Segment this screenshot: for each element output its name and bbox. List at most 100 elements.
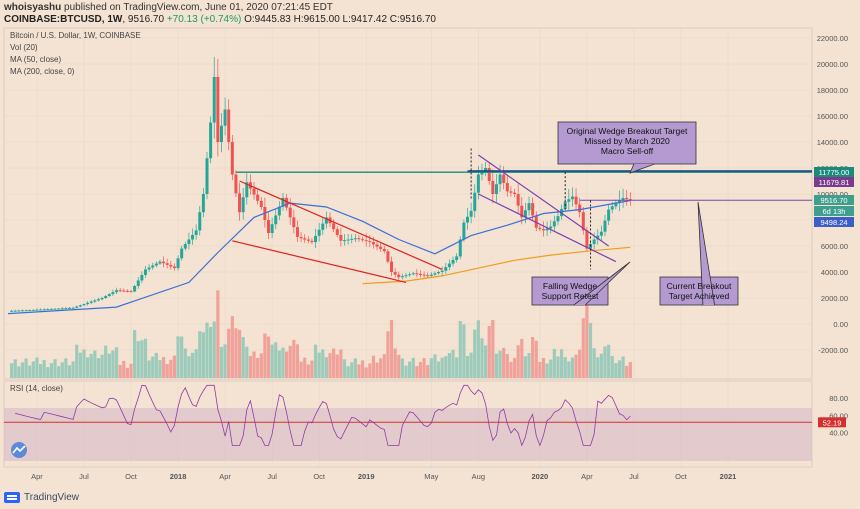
candle-body [86, 302, 90, 305]
candle-body [466, 216, 470, 223]
volume-bar [350, 362, 354, 378]
volume-bar [570, 357, 575, 378]
wedge-upper-red[interactable] [239, 180, 443, 270]
volume-bar [245, 346, 249, 378]
volume-bar [96, 358, 101, 378]
candle-body [411, 273, 415, 275]
volume-bar [270, 344, 274, 378]
price-tick-label: 22000.00 [817, 34, 848, 43]
axes: 22000.00 20000.00 18000.00 16000.00 14000.00… [31, 34, 854, 481]
volume-bar [368, 363, 372, 378]
volume-bar [129, 363, 133, 378]
volume-bar [266, 336, 271, 378]
symbol[interactable]: COINBASE:BTCUSD, 1W [4, 14, 123, 25]
moving-averages [7, 199, 631, 315]
volume-bar [13, 359, 17, 378]
volume-bar [219, 346, 224, 378]
volume-bar [523, 356, 527, 378]
volume-bar [484, 345, 488, 378]
volume-bar [190, 352, 195, 378]
candle-body [578, 204, 582, 213]
volume-bar [418, 362, 423, 378]
volume-bar [476, 320, 480, 378]
volume-bar [31, 361, 35, 378]
volume-bar [212, 321, 216, 378]
author-name[interactable]: whoisyashu [4, 2, 62, 13]
price-change: +70.13 (+0.74%) [166, 14, 242, 25]
volume-bar [444, 356, 448, 378]
volume-bar [552, 348, 556, 378]
volume-bar [198, 331, 202, 378]
candle-body [469, 210, 473, 217]
wedge-lower-red[interactable] [232, 240, 407, 283]
volume-bar [621, 356, 625, 378]
volume-bar [263, 333, 267, 378]
candle-body [154, 263, 158, 266]
price-tick-label: 20000.00 [817, 60, 848, 69]
callout-support-text: Falling Wedge [543, 281, 597, 291]
volume-bar [57, 366, 61, 378]
candle-body [426, 275, 430, 277]
candle-body [17, 310, 21, 312]
candle-body [534, 215, 538, 228]
candle-body [509, 191, 513, 193]
price-label: 11679.81 [819, 178, 850, 187]
wedge-upper-purple[interactable] [478, 154, 609, 247]
volume-bar [230, 316, 234, 378]
candle-body [404, 275, 408, 277]
volume-bar [67, 365, 72, 378]
volume-bar [176, 336, 180, 378]
time-tick-label: Apr [219, 472, 231, 481]
volume-bar [277, 350, 281, 378]
candle-body [339, 234, 343, 241]
volume-bar [161, 357, 166, 378]
volume-bar [104, 345, 108, 378]
time-tick-label: Oct [125, 472, 138, 481]
volume-bar [227, 328, 231, 378]
candle-body [10, 310, 14, 312]
volume-bar [194, 349, 198, 378]
candle-body [111, 292, 115, 295]
candle-body [165, 263, 169, 265]
price-label-badge [814, 217, 854, 227]
candle-body [480, 171, 484, 175]
volume-bar [180, 336, 184, 378]
indicator-ma200[interactable]: MA (200, close, 0) [10, 67, 75, 76]
volume-bar [53, 359, 57, 378]
callout-target[interactable] [557, 121, 697, 165]
indicator-vol[interactable]: Vol (20) [10, 43, 38, 52]
candle-body [487, 168, 491, 181]
volume-bar [465, 356, 470, 378]
candle-body [527, 203, 531, 211]
callout-target-pointer [629, 163, 655, 174]
candle-body [306, 239, 310, 241]
rsi-title[interactable]: RSI (14, close) [10, 384, 63, 393]
ma200-line [362, 246, 631, 285]
volume-bar [332, 348, 336, 378]
candle-body [549, 226, 553, 229]
rsi-tick-label: 80.00 [829, 394, 848, 403]
volume-bar [563, 357, 567, 378]
price-tick-label: 0.00 [833, 320, 848, 329]
volume-bar [17, 366, 21, 378]
candle-body [379, 246, 383, 249]
volume-bar [599, 353, 603, 378]
candle-body [628, 199, 632, 201]
volume-bar [10, 363, 14, 378]
volume-bar [172, 355, 177, 378]
volume-bar [241, 337, 245, 378]
volume-bar [165, 363, 169, 378]
time-tick-label: May [424, 472, 438, 481]
candle-body [447, 263, 451, 268]
candle-body [498, 174, 502, 185]
candle-body [332, 223, 336, 230]
volume-bar [248, 355, 253, 378]
callout-breakout[interactable] [659, 276, 739, 306]
candle-body [473, 192, 477, 211]
ohlc-values: O:9445.83 H:9615.00 L:9417.42 C:9516.70 [244, 14, 436, 25]
indicator-ma50[interactable]: MA (50, close) [10, 55, 61, 64]
wedge-lower-purple[interactable] [478, 193, 617, 263]
volume-bar [498, 350, 502, 378]
